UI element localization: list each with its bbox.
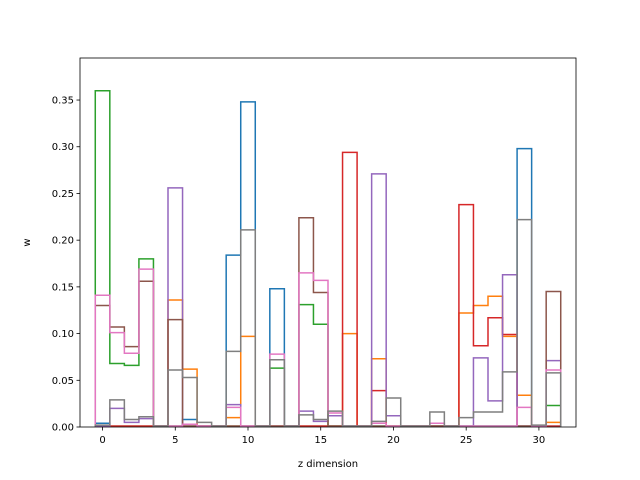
y-tick-label: 0.00 <box>52 423 74 434</box>
y-axis-label: w <box>22 238 33 246</box>
plot-frame <box>79 57 577 428</box>
x-tick-label: 10 <box>242 435 255 446</box>
y-tick-label: 0.35 <box>52 96 74 107</box>
x-tick-label: 0 <box>99 435 105 446</box>
x-tick-label: 25 <box>460 435 473 446</box>
x-tick-label: 30 <box>533 435 546 446</box>
y-tick-label: 0.20 <box>52 236 74 247</box>
x-axis: 0 5 10 15 20 25 30 <box>99 427 545 446</box>
series-7-line <box>94 218 562 427</box>
y-tick-label: 0.10 <box>52 329 74 340</box>
series-layer <box>94 89 562 427</box>
y-tick-label: 0.25 <box>52 189 74 200</box>
y-tick-label: 0.15 <box>52 282 74 293</box>
x-tick-label: 20 <box>387 435 400 446</box>
y-axis: 0.00 0.05 0.10 0.15 0.20 0.25 0.30 0.35 <box>52 96 80 434</box>
y-tick-label: 0.30 <box>52 142 74 153</box>
y-tick-label: 0.05 <box>52 376 74 387</box>
x-axis-label: z dimension <box>298 459 358 470</box>
x-tick-label: 15 <box>314 435 327 446</box>
x-tick-label: 5 <box>172 435 178 446</box>
